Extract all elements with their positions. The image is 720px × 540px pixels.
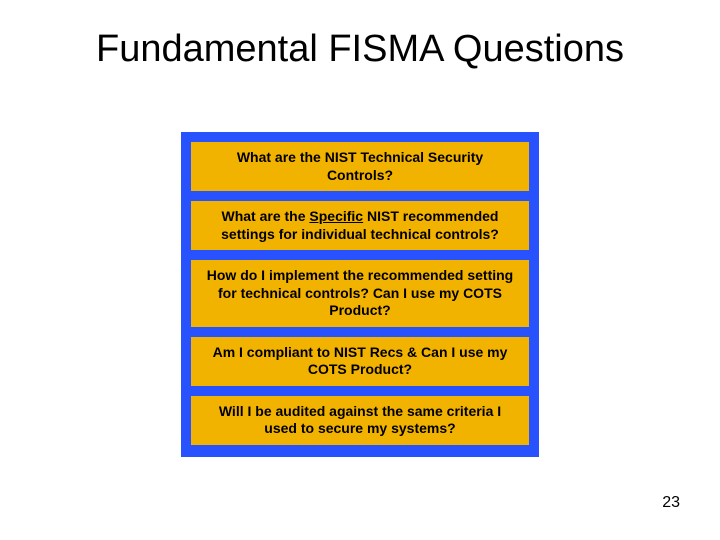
questions-panel: What are the NIST Technical Security Con… [181, 132, 539, 457]
question-text-prefix: Will I be audited against the same crite… [219, 403, 501, 437]
question-box: What are the Specific NIST recommended s… [191, 201, 529, 250]
question-box: What are the NIST Technical Security Con… [191, 142, 529, 191]
slide: Fundamental FISMA Questions What are the… [0, 0, 720, 540]
question-text-prefix: How do I implement the recommended setti… [207, 267, 513, 318]
question-text-prefix: What are the [222, 208, 310, 224]
question-text-underlined: Specific [309, 208, 363, 224]
page-number: 23 [662, 494, 680, 512]
question-box: Will I be audited against the same crite… [191, 396, 529, 445]
question-text-prefix: Am I compliant to NIST Recs & Can I use … [213, 344, 508, 378]
question-text-prefix: What are the NIST Technical Security Con… [237, 149, 483, 183]
question-box: How do I implement the recommended setti… [191, 260, 529, 327]
question-box: Am I compliant to NIST Recs & Can I use … [191, 337, 529, 386]
slide-title: Fundamental FISMA Questions [0, 28, 720, 71]
